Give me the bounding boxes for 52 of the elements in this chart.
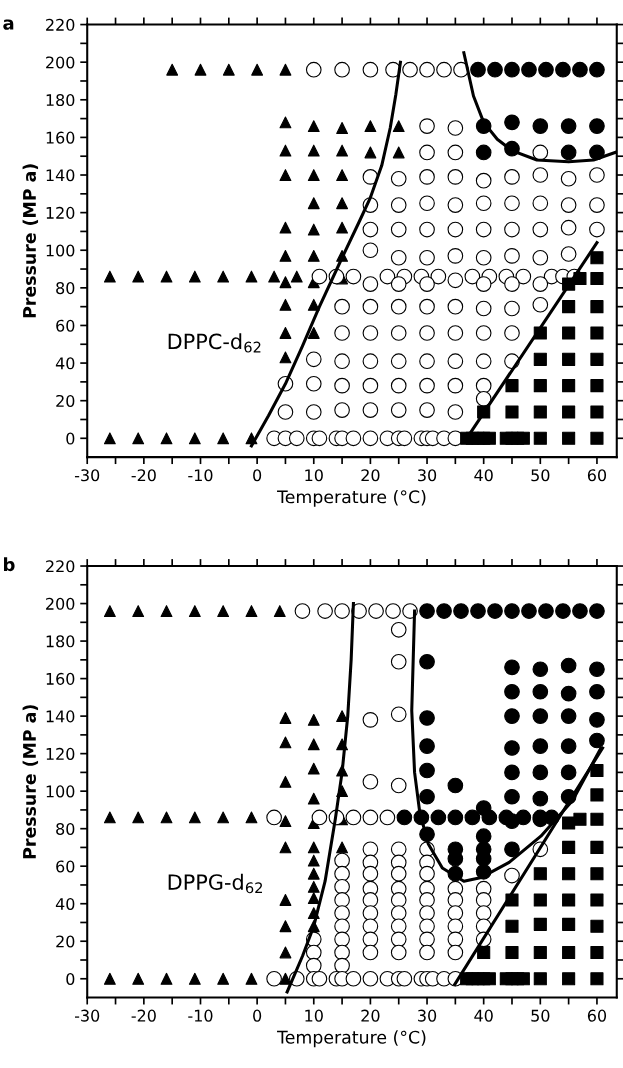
- x-tick-label: -30: [74, 469, 100, 482]
- x-tick-label: 10: [305, 1009, 323, 1022]
- x-tick-label: 20: [361, 469, 380, 482]
- y-tick-label: 40: [55, 357, 75, 370]
- y-tick-label: 120: [46, 747, 75, 760]
- y-tick-label: 100: [46, 785, 75, 798]
- y-tick-label: 80: [56, 822, 75, 835]
- x-tick-label: 60: [587, 1009, 607, 1022]
- y-tick-label: 180: [46, 94, 75, 107]
- x-tick-label: 30: [418, 1009, 437, 1022]
- x-tick-label: 40: [474, 1009, 493, 1022]
- x-tick-label: 0: [253, 469, 262, 482]
- x-axis-title: Temperature (°C): [277, 1030, 426, 1048]
- x-tick-label: 40: [474, 469, 493, 482]
- x-tick-label: -10: [188, 1009, 213, 1022]
- x-tick-label: 0: [253, 1009, 262, 1022]
- y-tick-label: 60: [56, 319, 75, 332]
- annotation: DPPC-d$_{62}$: [168, 333, 261, 353]
- y-tick-label: 160: [46, 672, 75, 685]
- y-tick-label: 180: [46, 635, 75, 648]
- y-tick-label: 200: [46, 597, 75, 610]
- y-tick-label: 60: [56, 860, 75, 873]
- x-tick-label: 60: [587, 469, 607, 482]
- y-axis-title: Pressure (MP a): [22, 164, 39, 318]
- y-axis-title: Pressure (MP a): [22, 705, 39, 859]
- chart-title: a: [3, 19, 14, 30]
- y-tick-label: 220: [46, 560, 75, 573]
- y-tick-label: 220: [46, 18, 75, 31]
- y-tick-label: 40: [55, 897, 75, 911]
- x-tick-label: -10: [188, 469, 213, 482]
- y-tick-label: 120: [46, 206, 75, 219]
- y-tick-label: 0: [66, 432, 75, 445]
- y-tick-label: 160: [46, 131, 75, 144]
- x-axis-title: Temperature (°C): [277, 489, 426, 507]
- x-tick-label: -30: [74, 1009, 100, 1022]
- chart-title: b: [4, 557, 15, 572]
- y-tick-label: 200: [46, 56, 75, 69]
- y-tick-label: 100: [46, 244, 75, 257]
- x-tick-label: 30: [418, 469, 437, 482]
- x-tick-label: -20: [131, 1009, 156, 1022]
- y-tick-label: 140: [46, 169, 75, 182]
- y-tick-label: 80: [56, 282, 75, 295]
- y-tick-label: 20: [56, 935, 75, 948]
- y-tick-label: 0: [66, 972, 75, 986]
- x-tick-label: 50: [531, 1009, 550, 1022]
- x-tick-label: -20: [131, 469, 156, 482]
- y-tick-label: 140: [46, 710, 75, 723]
- y-tick-label: 20: [56, 394, 75, 407]
- annotation: DPPG-d$_{62}$: [168, 873, 262, 894]
- x-tick-label: 50: [531, 469, 550, 482]
- x-tick-label: 10: [305, 469, 323, 482]
- x-tick-label: 20: [361, 1009, 380, 1022]
